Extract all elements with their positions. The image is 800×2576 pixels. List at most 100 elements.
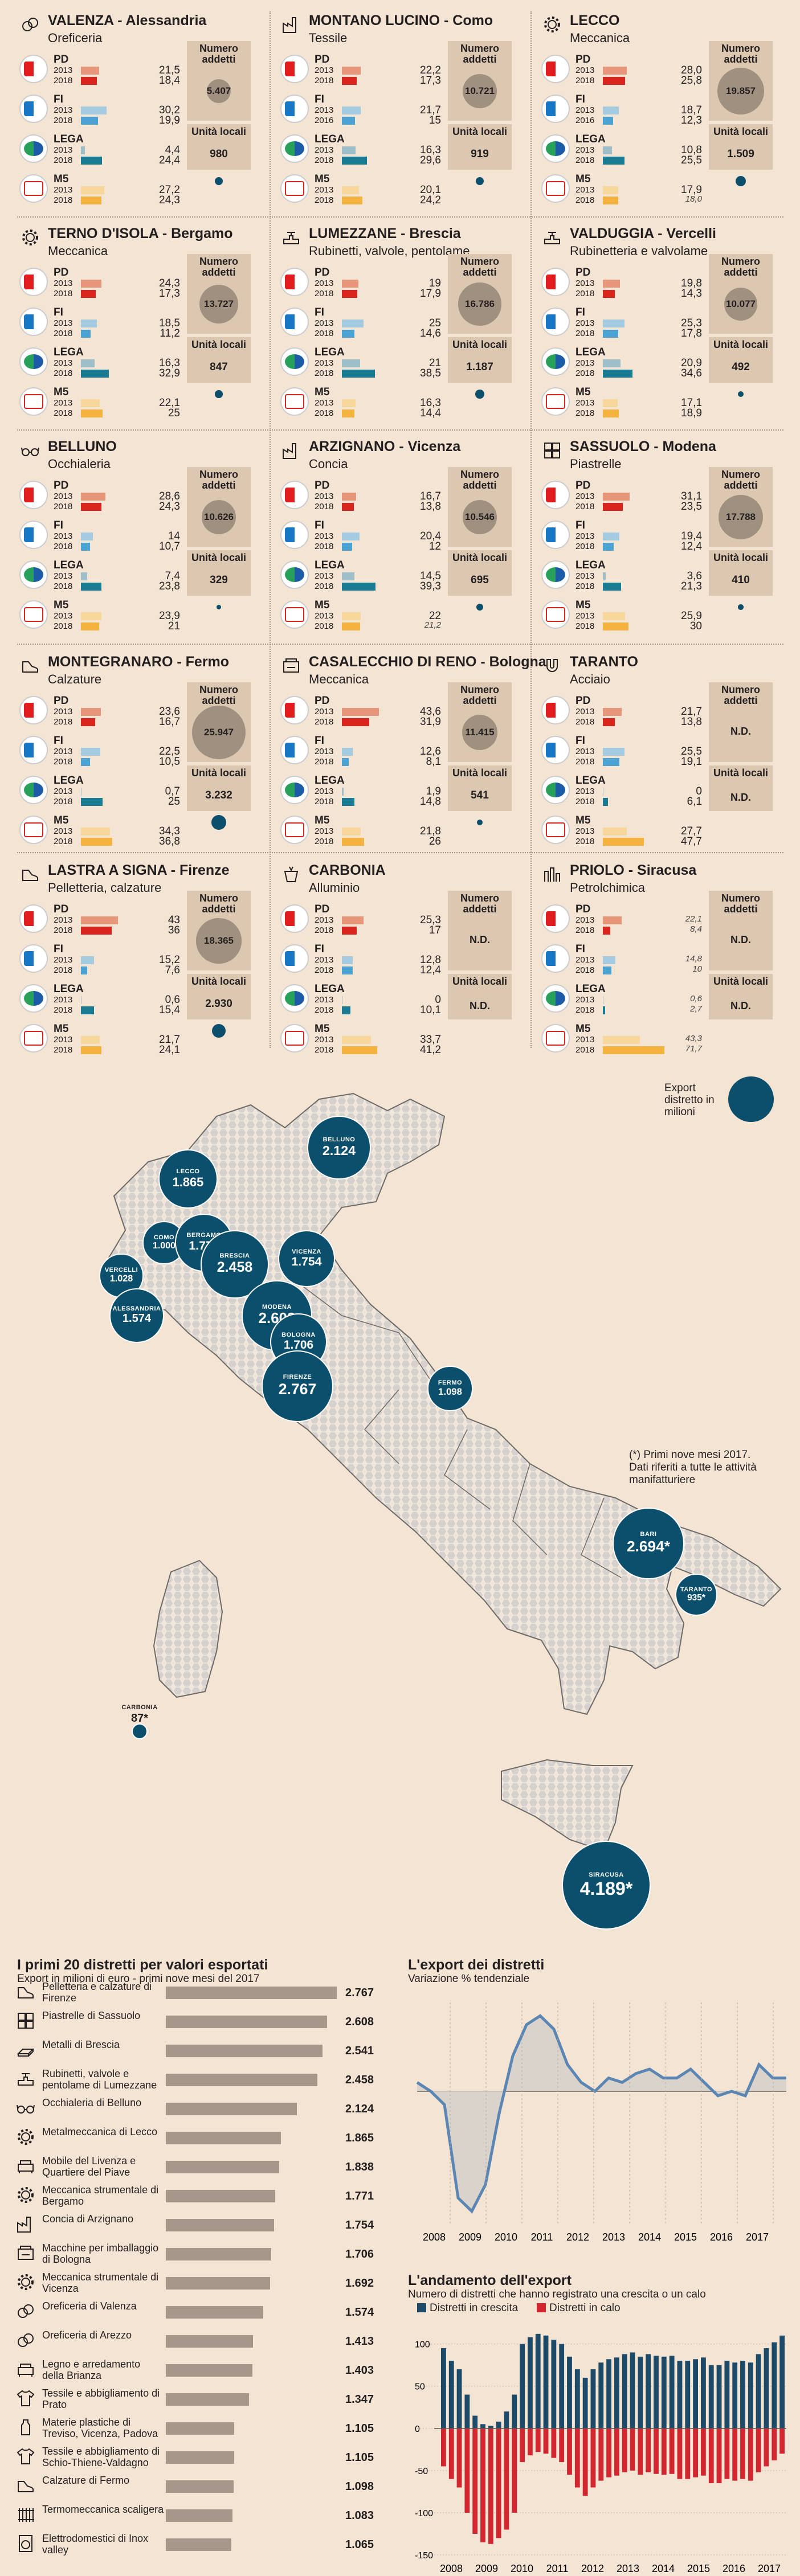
- party-name: FI: [54, 943, 63, 955]
- bubble-name: CARBONIA: [121, 1704, 158, 1711]
- vote-bar: [603, 718, 615, 726]
- ms-logo-icon: [280, 1024, 309, 1052]
- party-row-pd: PD 2013 28,0 2018 25,8: [539, 52, 793, 93]
- region-border: [341, 1315, 434, 1385]
- year-label: 2018: [315, 329, 334, 338]
- vote-value: 20,4: [420, 530, 441, 542]
- district-title: ARZIGNANO - Vicenza: [309, 439, 461, 454]
- map-bubble: ALESSANDRIA 1.574: [109, 1288, 164, 1343]
- year-label: 2018: [54, 581, 73, 591]
- unita-label: Unità locali: [713, 976, 769, 987]
- addetti-panel: Numero addetti 10.077: [709, 254, 773, 334]
- unita-dot: [211, 1023, 226, 1038]
- addetti-value: 25.947: [204, 727, 234, 738]
- vote-bar: [81, 107, 107, 114]
- vote-value: 22,5: [159, 746, 180, 757]
- vote-value: 18,0: [685, 194, 702, 204]
- lega-logo-icon: [19, 347, 48, 376]
- gear-icon: [544, 17, 560, 32]
- vote-bar: [342, 117, 355, 125]
- radiator-icon: [18, 2508, 34, 2522]
- year-label: 2018: [54, 368, 73, 378]
- vote-value: 23,6: [159, 706, 180, 718]
- district-card: CARBONIA Alluminio PD 2013 25,3 2018 17 FI 2013 1…: [278, 860, 532, 1060]
- year-label: 2018: [575, 925, 595, 935]
- unita-nd: N.D.: [470, 1000, 490, 1011]
- year-label: 2013: [54, 571, 73, 581]
- addetti-circle: [462, 714, 498, 751]
- growth-bar: [638, 2356, 643, 2428]
- district-title: VALDUGGIA - Vercelli: [570, 226, 717, 241]
- party-name: PD: [54, 903, 69, 915]
- top20-icon-wrap: [16, 2185, 36, 2206]
- map-bubble: TARANTO 935*: [675, 1574, 717, 1616]
- unita-label: Unità locali: [713, 552, 769, 563]
- vote-bar: [81, 612, 101, 620]
- vote-value: 43,3: [685, 1034, 702, 1043]
- fi-logo-icon: [280, 308, 309, 336]
- decline-bar: [638, 2428, 643, 2475]
- glasses-icon: [21, 447, 39, 456]
- year-label: 2013: [54, 955, 73, 965]
- vote-bar: [342, 612, 361, 620]
- vote-bar: [81, 290, 96, 298]
- party-row-fi: FI 2013 25,5 2018 19,1: [539, 734, 793, 775]
- year-label: 2018: [54, 717, 73, 727]
- vote-bar: [603, 838, 644, 846]
- decline-bar: [646, 2428, 651, 2472]
- unita-dot: [475, 390, 484, 399]
- addetti-label: Numero addetti: [460, 684, 499, 706]
- vote-bar: [603, 280, 620, 288]
- addetti-panel: Numero addetti N.D.: [709, 682, 773, 762]
- fi-logo-icon: [19, 95, 48, 123]
- growth-bar: [693, 2359, 698, 2428]
- vote-value: 0,6: [165, 994, 180, 1006]
- vote-bar: [81, 758, 90, 766]
- unita-panel: Unità locali 492: [709, 337, 773, 383]
- top20-bar: [166, 2306, 263, 2319]
- decline-bar: [464, 2428, 470, 2513]
- party-name: M5: [575, 599, 591, 611]
- vote-bar: [342, 330, 354, 338]
- legend-decline: Distretti in calo: [537, 2302, 621, 2315]
- bubble-name: BELLUNO: [323, 1136, 356, 1144]
- district-title: VALENZA - Alessandria: [48, 13, 207, 28]
- decline-bar: [606, 2428, 611, 2477]
- party-row-lega: LEGA 2013 14,5 2018 39,3: [278, 558, 532, 599]
- party-name: PD: [575, 695, 591, 707]
- bubble-value: 935*: [687, 1592, 705, 1603]
- pd-logo-icon: [19, 268, 48, 296]
- ms-logo-icon: [541, 600, 570, 629]
- year-label: 2013: [575, 318, 595, 328]
- map-bubble: FIRENZE 2.767: [261, 1350, 334, 1423]
- vote-bar: [342, 196, 363, 204]
- vote-value: 2,7: [690, 1004, 702, 1014]
- district-card: ARZIGNANO - Vicenza Concia PD 2013 16,7 2018 1…: [278, 436, 532, 637]
- pd-logo-icon: [19, 904, 48, 933]
- vote-bar: [603, 623, 628, 630]
- district-icon-wrap: [542, 865, 562, 884]
- decline-bar: [661, 2428, 667, 2475]
- district-sector: Acciaio: [570, 672, 610, 686]
- growth-bar: [779, 2335, 785, 2428]
- vote-value: 7,4: [165, 570, 180, 582]
- party-row-lega: LEGA 2013 0,6 2018 2,7: [539, 982, 793, 1023]
- shirt-icon: [17, 2390, 35, 2406]
- party-name: PD: [54, 54, 69, 65]
- lega-logo-icon: [19, 560, 48, 589]
- vote-value: 25: [428, 317, 441, 329]
- addetti-circle: [719, 495, 763, 539]
- growth-bar: [654, 2356, 659, 2428]
- top20-row: Concia di Arzignano 1.754: [15, 2212, 391, 2238]
- vote-bar: [603, 503, 623, 511]
- pd-logo-icon: [19, 55, 48, 83]
- year-label: 2018: [54, 116, 73, 125]
- party-row-fi: FI 2013 15,2 2018 7,6: [17, 942, 271, 983]
- district-title: MONTEGRANARO - Fermo: [48, 654, 230, 670]
- vote-value: 16,7: [420, 490, 441, 502]
- pd-logo-icon: [280, 481, 309, 509]
- factory-icon: [283, 443, 296, 459]
- year-label: 2018: [315, 502, 334, 511]
- vote-bar: [81, 533, 93, 540]
- year-label: 2013: [54, 1035, 73, 1045]
